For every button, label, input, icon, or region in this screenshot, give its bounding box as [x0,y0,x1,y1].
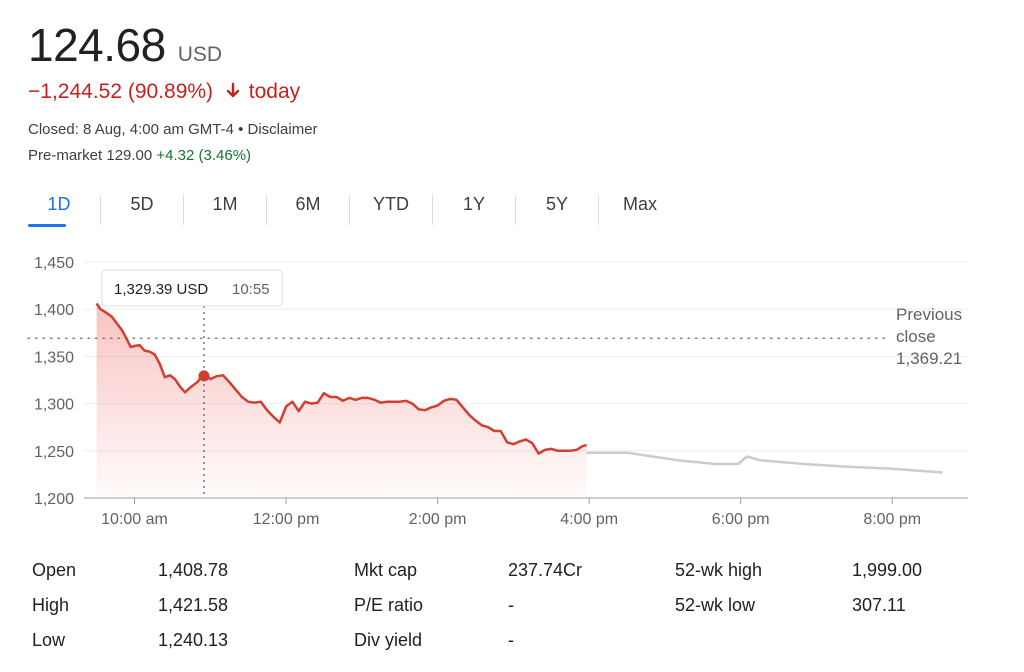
tab-1m[interactable]: 1M [212,194,238,214]
previous-close-label: Previous [896,305,962,324]
stat-label-p-e-ratio: P/E ratio [354,595,424,615]
previous-close-label: close [896,327,936,346]
stat-value-low: 1,240.13 [158,630,229,650]
premarket-info: Pre-market 129.00 +4.32 (3.46%) [28,147,251,164]
tab-separator [515,194,516,225]
stat-value-open: 1,408.78 [158,560,229,580]
tooltip-box [101,269,283,307]
stat-label-high: High [32,595,70,615]
tab-5y[interactable]: 5Y [545,194,569,214]
stat-value-high: 1,421.58 [158,595,229,615]
tab-ytd[interactable]: YTD [373,194,409,214]
tooltip-time: 10:55 [232,281,270,298]
change-suffix: today [248,80,301,103]
closed-info: Closed: 8 Aug, 4:00 am GMT-4 • Disclaime… [28,121,318,138]
current-price: 124.68 [28,19,166,71]
price-header: 124.68 USD [28,18,222,72]
stat-value-52-wk-high: 1,999.00 [852,560,923,580]
premarket-change: +4.32 (3.46%) [156,147,252,164]
stat-value-mkt-cap: 237.74Cr [508,560,583,580]
after-hours-line [586,451,943,474]
tab-separator [598,194,599,225]
x-tick-label: 2:00 pm [409,511,467,528]
key-stats: Open 1,408.78 High 1,421.58 Low 1,240.13 Mkt c… [32,560,992,660]
tab-1y[interactable]: 1Y [462,194,486,214]
hover-point [198,370,210,382]
tab-separator [100,194,101,225]
tab-6m[interactable]: 6M [295,194,321,214]
price-change: −1,244.52 (90.89%) today [28,80,300,104]
y-tick-label: 1,450 [34,255,74,272]
arrow-down-icon [226,82,240,98]
x-tick-label: 8:00 pm [863,511,921,528]
stat-label-52-wk-high: 52-wk high [675,560,763,580]
y-tick-label: 1,200 [34,491,74,508]
x-tick-label: 10:00 am [101,511,168,528]
currency-label: USD [177,43,223,66]
price-line [95,302,587,455]
x-tick-label: 4:00 pm [560,511,618,528]
stat-label-mkt-cap: Mkt cap [354,560,418,580]
tab-separator [432,194,433,225]
x-tick-label: 12:00 pm [253,511,320,528]
tab-1d[interactable]: 1D [24,192,94,227]
y-tick-label: 1,250 [34,444,74,461]
stat-value-p-e-ratio: - [508,595,514,615]
y-tick-label: 1,350 [34,349,74,366]
stat-label-div-yield: Div yield [354,630,423,650]
stat-label-open: Open [32,560,77,580]
stat-value-div-yield: - [508,630,514,650]
stat-label-52-wk-low: 52-wk low [675,595,756,615]
tab-5d[interactable]: 5D [130,194,154,214]
tab-separator [349,194,350,225]
previous-close-label: 1,369.21 [896,349,962,368]
range-tabs: 1D 5D 1M 6M YTD 1Y 5Y Max [24,192,675,227]
tab-max[interactable]: Max [622,194,657,214]
y-tick-label: 1,400 [34,302,74,319]
y-tick-label: 1,300 [34,397,74,414]
stat-value-52-wk-low: 307.11 [852,595,906,615]
x-tick-label: 6:00 pm [712,511,770,528]
price-chart: 1,200 1,250 1,300 1,350 1,400 1,450 10:00 am 12… [27,255,968,528]
stat-label-low: Low [32,630,66,650]
change-value: −1,244.52 (90.89%) [28,80,214,103]
tooltip-price: 1,329.39 USD [114,281,208,298]
premarket-label: Pre-market 129.00 [28,147,153,164]
tab-separator [266,194,267,225]
tab-separator [183,194,184,225]
